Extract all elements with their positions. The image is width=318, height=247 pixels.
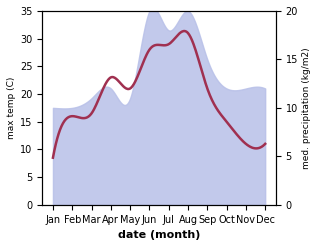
X-axis label: date (month): date (month) — [118, 230, 200, 240]
Y-axis label: max temp (C): max temp (C) — [7, 77, 16, 139]
Y-axis label: med. precipitation (kg/m2): med. precipitation (kg/m2) — [302, 47, 311, 169]
